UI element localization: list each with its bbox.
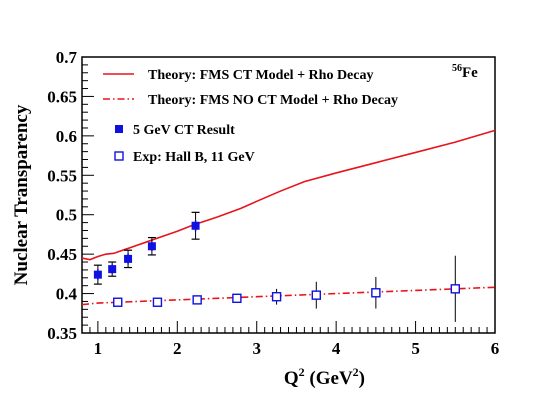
- y-tick-label: 0.65: [47, 87, 77, 106]
- legend-entry-label: Exp: Hall B, 11 GeV: [133, 150, 255, 165]
- data-point-5gev: [147, 242, 156, 251]
- y-tick-label: 0.45: [47, 245, 77, 264]
- legend-entry-label: Theory: FMS NO CT Model + Rho Decay: [148, 93, 398, 108]
- legend-entry-label: Theory: FMS CT Model + Rho Decay: [148, 68, 373, 83]
- x-axis-label-unit-sup: 2: [353, 365, 359, 379]
- data-point-5gev: [108, 265, 117, 274]
- series-line-1: [81, 286, 496, 306]
- series-layer: [81, 129, 496, 322]
- x-tick-label: 2: [173, 339, 182, 358]
- data-point-5gev: [93, 270, 102, 279]
- x-axis-label: Q2 (GeV2): [284, 365, 365, 389]
- data-point-hallb: [232, 293, 242, 304]
- data-point-5gev: [124, 254, 133, 263]
- data-point-hallb: [271, 292, 282, 302]
- legend-entry-label: 5 GeV CT Result: [133, 123, 235, 138]
- data-point-hallb: [371, 288, 381, 298]
- x-axis-label-q: Q: [284, 368, 299, 389]
- y-tick-label: 0.6: [56, 127, 77, 146]
- y-tick-label: 0.4: [56, 285, 78, 304]
- x-axis-label-close: ): [359, 368, 365, 389]
- y-tick-label: 0.55: [47, 166, 77, 185]
- y-axis-label: Nuclear Transparency: [11, 104, 32, 285]
- x-tick-label: 3: [252, 339, 261, 358]
- data-point-hallb: [450, 284, 460, 294]
- x-axis-label-unit: (GeV: [305, 368, 353, 389]
- x-tick-label: 1: [94, 339, 103, 358]
- annotation-text: Fe: [462, 65, 478, 81]
- y-tick-label: 0.5: [56, 206, 77, 225]
- annotation-sup: 56: [452, 63, 462, 74]
- legend-marker-swatch: [115, 125, 123, 133]
- axis-ticks: [81, 56, 496, 334]
- x-tick-label: 4: [332, 339, 341, 358]
- legend: Theory: FMS CT Model + Rho Decay Theory: …: [103, 68, 398, 165]
- y-tick-label: 0.7: [56, 48, 78, 67]
- data-point-5gev: [191, 221, 200, 230]
- series-line-0: [81, 129, 496, 261]
- y-tick-label: 0.35: [47, 324, 77, 343]
- legend-marker-swatch: [114, 151, 124, 161]
- x-tick-label: 5: [411, 339, 420, 358]
- tick-labels: 1 2 3 4 5 60.350.40.450.50.550.60.650.7: [47, 48, 499, 358]
- annotation: 56Fe: [452, 63, 478, 81]
- data-point-hallb: [192, 295, 202, 305]
- data-point-hallb: [113, 297, 123, 307]
- x-tick-label: 6: [491, 339, 500, 358]
- data-point-hallb: [152, 297, 163, 307]
- x-axis-label-sup: 2: [299, 365, 305, 379]
- data-point-hallb: [311, 290, 321, 300]
